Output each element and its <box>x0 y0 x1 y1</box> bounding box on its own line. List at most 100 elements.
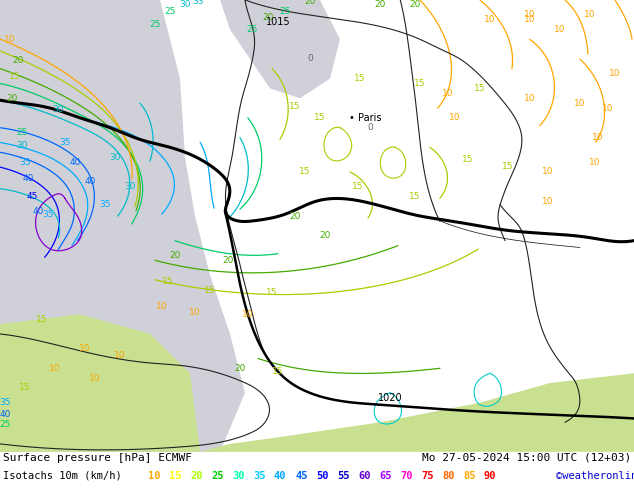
Text: 15: 15 <box>36 315 48 324</box>
Text: 45: 45 <box>27 192 37 201</box>
Text: 35: 35 <box>100 200 111 209</box>
Text: ©weatheronline.co.uk: ©weatheronline.co.uk <box>556 471 634 481</box>
Text: 10: 10 <box>524 10 536 19</box>
Text: 33: 33 <box>192 0 204 6</box>
Polygon shape <box>0 0 245 452</box>
Text: 20: 20 <box>6 94 18 103</box>
Text: 15: 15 <box>502 163 514 172</box>
Text: 15: 15 <box>299 168 311 176</box>
Text: 30: 30 <box>52 105 64 115</box>
Text: 40: 40 <box>22 174 34 183</box>
Text: 10: 10 <box>524 94 536 103</box>
Text: 10: 10 <box>49 364 61 373</box>
Text: 15: 15 <box>353 182 364 191</box>
Text: 55: 55 <box>337 471 349 481</box>
Text: 10: 10 <box>443 89 454 98</box>
Text: 20: 20 <box>223 256 234 265</box>
Text: 30: 30 <box>16 141 28 150</box>
Text: 10: 10 <box>602 103 614 113</box>
Text: 40: 40 <box>69 158 81 167</box>
Text: 35: 35 <box>0 398 11 407</box>
Text: 10: 10 <box>592 133 604 142</box>
Text: 40: 40 <box>32 207 44 216</box>
Text: 15: 15 <box>272 367 284 376</box>
Text: 10: 10 <box>242 310 254 319</box>
Text: 10: 10 <box>156 302 168 311</box>
Text: 60: 60 <box>358 471 370 481</box>
Text: 20: 20 <box>190 471 202 481</box>
Text: 90: 90 <box>484 471 496 481</box>
Text: 25: 25 <box>150 20 160 29</box>
Text: 20: 20 <box>169 251 181 260</box>
Text: 15: 15 <box>162 277 174 286</box>
Text: 65: 65 <box>379 471 392 481</box>
Text: 10: 10 <box>524 15 536 24</box>
Text: 25: 25 <box>0 420 11 429</box>
Text: 25: 25 <box>164 7 176 16</box>
Text: 15: 15 <box>289 101 301 111</box>
Text: 0: 0 <box>307 54 313 63</box>
Text: 0: 0 <box>367 123 373 132</box>
Text: 15: 15 <box>474 84 486 93</box>
Text: 25: 25 <box>211 471 224 481</box>
Text: 10: 10 <box>79 344 91 353</box>
Text: 85: 85 <box>463 471 476 481</box>
Text: 35: 35 <box>19 158 31 167</box>
Text: 20: 20 <box>410 0 421 9</box>
Text: 1015: 1015 <box>266 17 290 26</box>
Text: 15: 15 <box>266 288 278 297</box>
Text: 15: 15 <box>462 155 474 164</box>
Text: 25: 25 <box>16 128 28 137</box>
Text: 80: 80 <box>442 471 455 481</box>
Text: 15: 15 <box>414 79 426 88</box>
Text: 10: 10 <box>114 351 126 360</box>
Text: 15: 15 <box>10 72 21 81</box>
Text: 70: 70 <box>400 471 413 481</box>
Text: 50: 50 <box>316 471 328 481</box>
Text: 1020: 1020 <box>378 393 403 403</box>
Text: 10: 10 <box>585 10 596 19</box>
Text: Mo 27-05-2024 15:00 UTC (12+03): Mo 27-05-2024 15:00 UTC (12+03) <box>422 453 631 463</box>
Text: 20: 20 <box>304 0 316 6</box>
Text: 40: 40 <box>274 471 287 481</box>
Text: 10: 10 <box>190 308 201 317</box>
Text: 10: 10 <box>542 197 553 206</box>
Text: 10: 10 <box>4 35 16 44</box>
Text: 10: 10 <box>554 25 566 34</box>
Text: 25: 25 <box>247 25 257 34</box>
Text: 10: 10 <box>89 373 101 383</box>
Text: 15: 15 <box>169 471 181 481</box>
Text: 30: 30 <box>109 153 120 162</box>
Polygon shape <box>200 373 634 452</box>
Text: 10: 10 <box>542 168 553 176</box>
Text: 30: 30 <box>179 0 191 9</box>
Text: 20: 20 <box>235 364 246 373</box>
Text: 30: 30 <box>232 471 245 481</box>
Text: 40: 40 <box>84 177 96 186</box>
Text: 10: 10 <box>609 69 621 78</box>
Text: Surface pressure [hPa] ECMWF: Surface pressure [hPa] ECMWF <box>3 453 192 463</box>
Text: 10: 10 <box>589 158 601 167</box>
Text: 45: 45 <box>295 471 307 481</box>
Text: 40: 40 <box>0 410 11 419</box>
Text: 15: 15 <box>410 192 421 201</box>
Text: 10: 10 <box>484 15 496 24</box>
Text: 15: 15 <box>204 286 216 295</box>
Text: • Paris: • Paris <box>349 113 381 123</box>
Text: 30: 30 <box>124 182 136 191</box>
Text: Isotachs 10m (km/h): Isotachs 10m (km/h) <box>3 471 122 481</box>
Text: 10: 10 <box>148 471 160 481</box>
Text: 15: 15 <box>354 74 366 83</box>
Text: 15: 15 <box>314 113 326 122</box>
Text: 20: 20 <box>289 212 301 220</box>
Text: 35: 35 <box>59 138 71 147</box>
Text: 20: 20 <box>374 0 385 9</box>
Text: 35: 35 <box>253 471 266 481</box>
Text: 75: 75 <box>421 471 434 481</box>
Polygon shape <box>0 314 200 452</box>
Text: 20: 20 <box>262 13 274 22</box>
Polygon shape <box>220 0 340 98</box>
Text: 20: 20 <box>320 231 331 240</box>
Text: 10: 10 <box>450 113 461 122</box>
Text: 10: 10 <box>574 98 586 108</box>
